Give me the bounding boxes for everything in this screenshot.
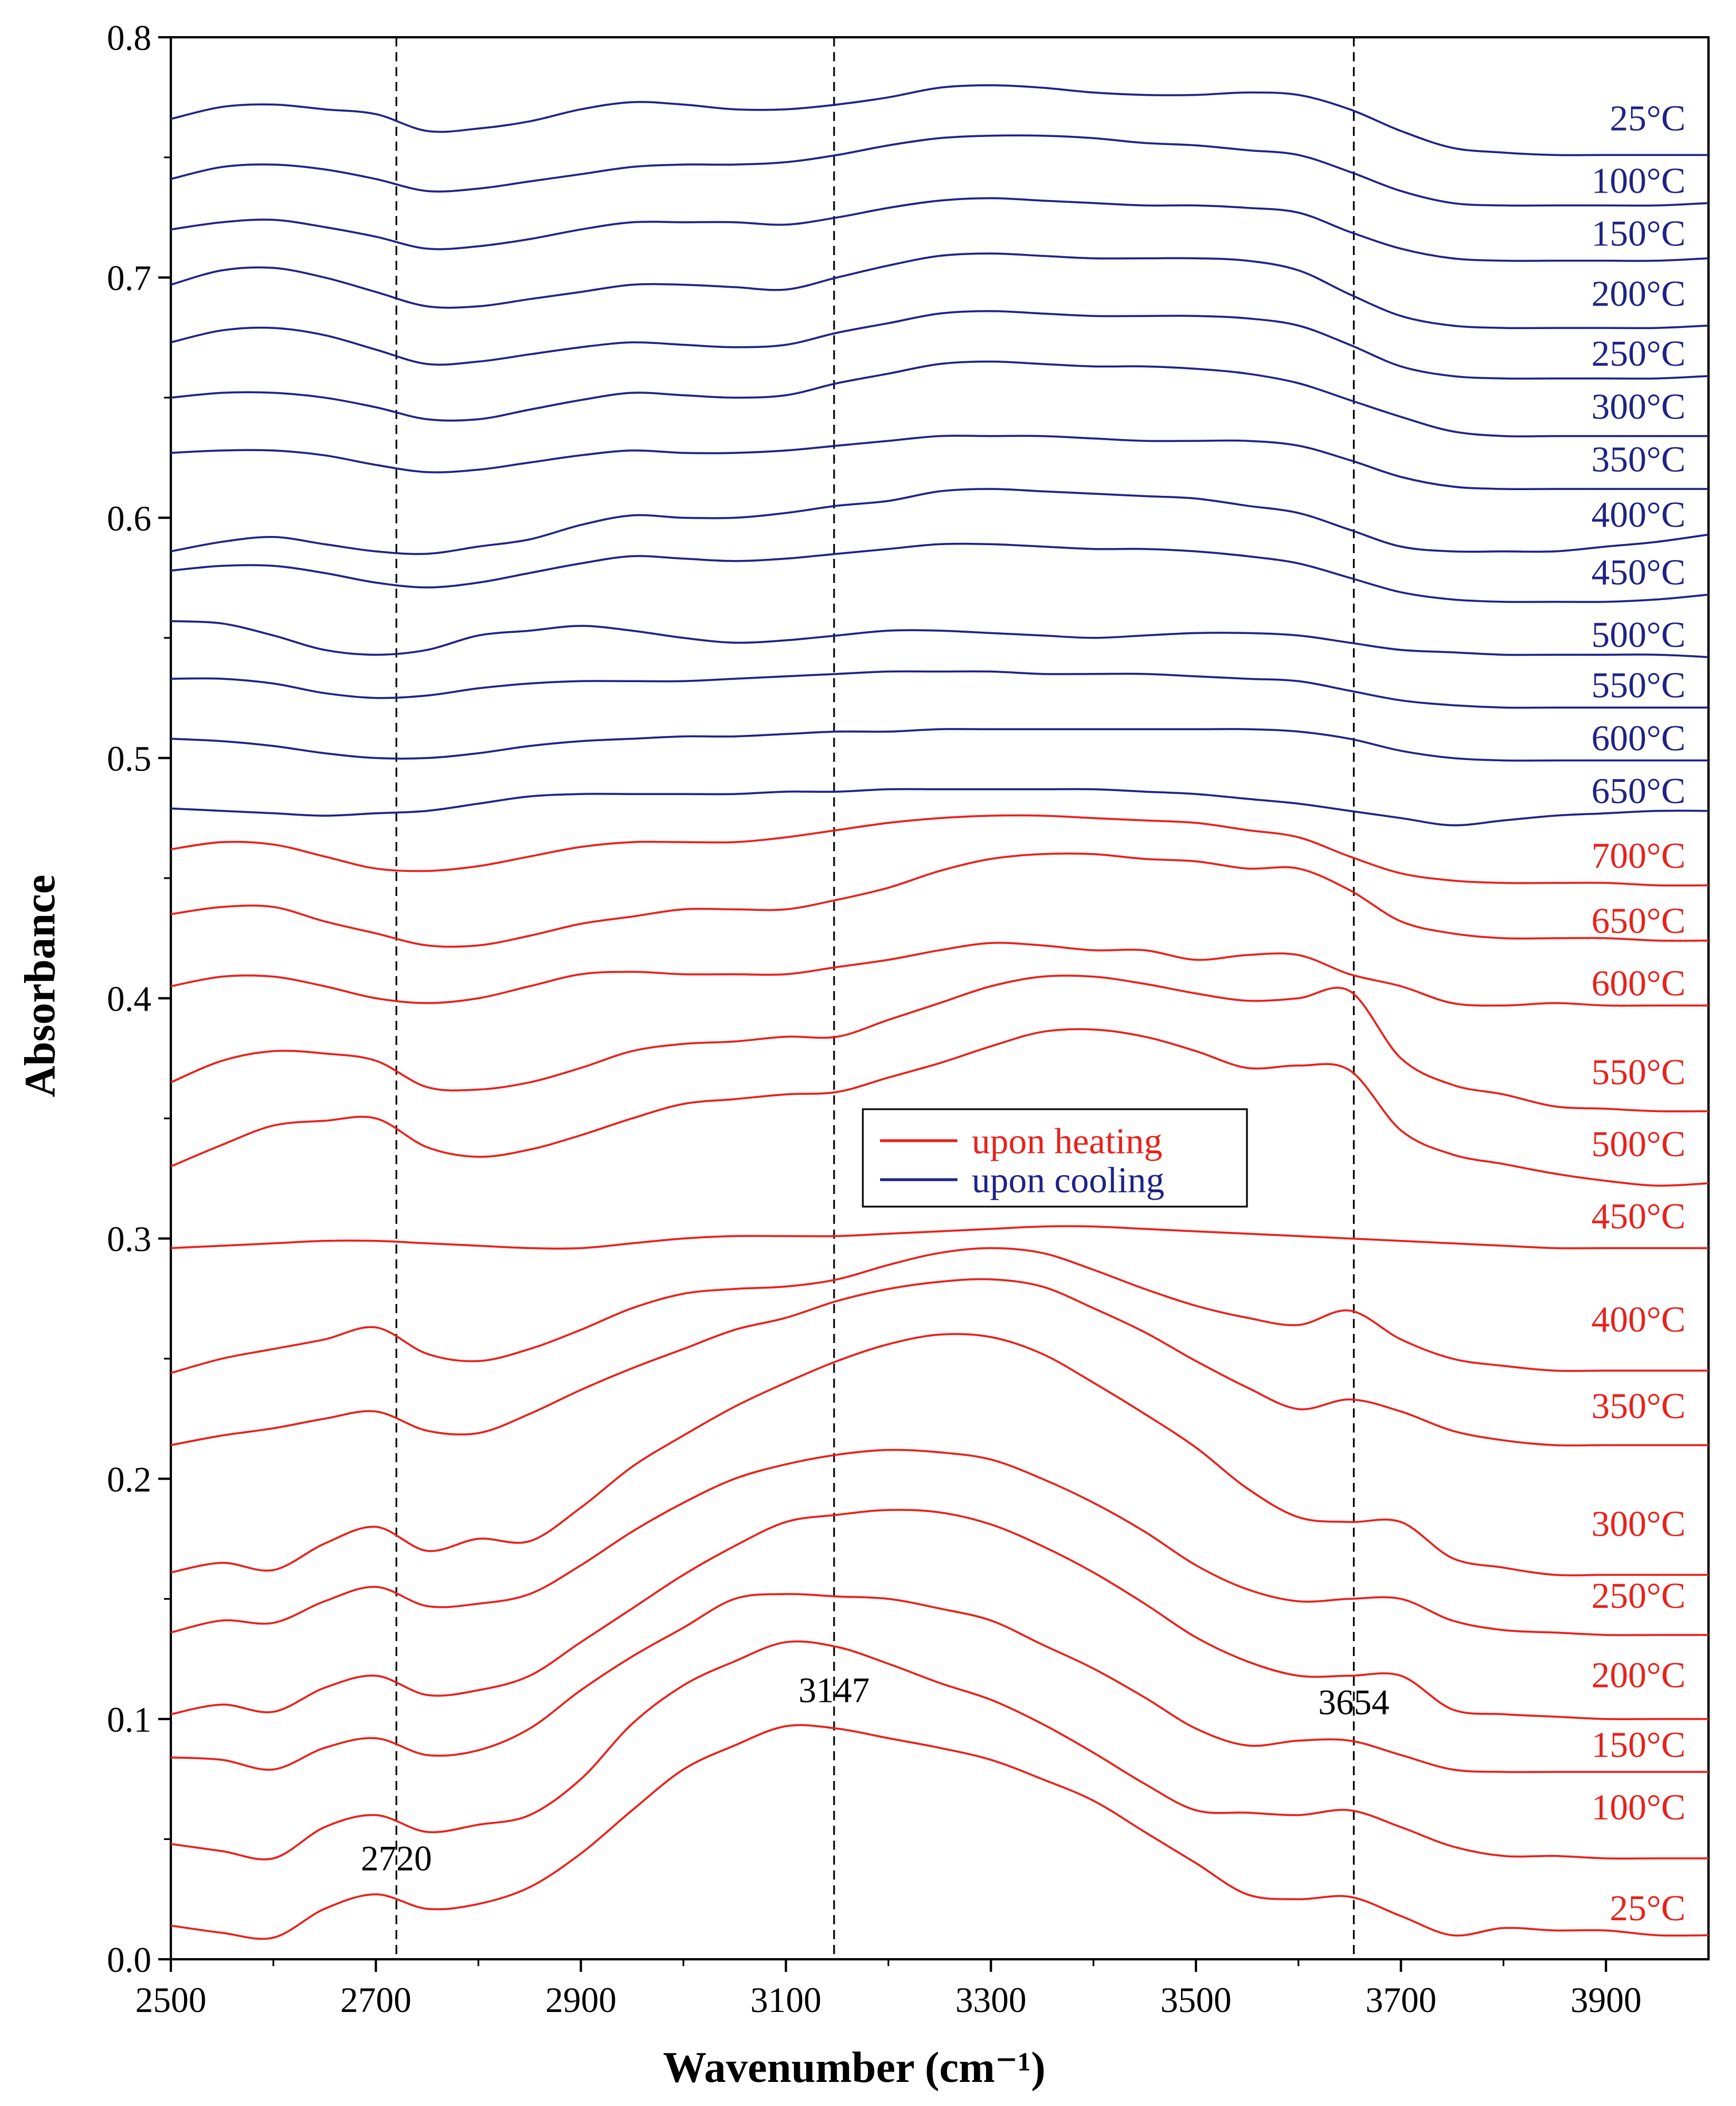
series-label-heating-25: 25°C [1610, 1888, 1686, 1928]
series-line-cooling-300 [170, 361, 1708, 438]
series-line-heating-600 [170, 942, 1708, 1007]
series-label-cooling-100: 100°C [1592, 160, 1686, 201]
series-line-cooling-550 [170, 670, 1708, 709]
y-tick-label: 0.1 [107, 1701, 152, 1740]
x-tick-label: 3100 [750, 1981, 822, 2020]
y-axis-title: Absorbance [16, 875, 64, 1097]
series-line-cooling-500 [170, 620, 1709, 659]
x-tick-label: 2900 [545, 1981, 616, 2020]
series-label-heating-350: 350°C [1592, 1385, 1686, 1426]
x-tick-label: 3700 [1366, 1981, 1437, 2020]
series-label-cooling-600: 600°C [1592, 718, 1686, 758]
x-axis: 2500 2700 2900 3100 3300 3500 3700 3900 [135, 1959, 1641, 2020]
plot-frame [170, 36, 1710, 1960]
y-tick-label: 0.7 [107, 259, 152, 298]
series-label-cooling-25: 25°C [1610, 98, 1686, 139]
x-tick-label: 3300 [955, 1981, 1026, 2020]
series-label-cooling-500: 500°C [1592, 614, 1686, 655]
series-line-cooling-100 [170, 134, 1709, 207]
x-axis-title: Wavenumber (cm⁻¹) [663, 2044, 1045, 2092]
series-label-cooling-650: 650°C [1592, 770, 1686, 811]
series-line-heating-150 [170, 1593, 1708, 1774]
series-line-cooling-450 [170, 542, 1709, 603]
series-label-heating-300: 300°C [1592, 1503, 1686, 1544]
y-tick-label: 0.3 [107, 1220, 152, 1259]
series-label-heating-650: 650°C [1592, 900, 1686, 941]
reference-line-label: 3147 [799, 1672, 870, 1710]
series-labels: 25°C 100°C 150°C 200°C 250°C 300°C 350°C 400°C 4… [1592, 98, 1686, 1928]
series-label-heating-400: 400°C [1592, 1299, 1686, 1340]
series-label-heating-200: 200°C [1592, 1654, 1686, 1695]
series-line-heating-25 [170, 1724, 1709, 1940]
series-line-cooling-650 [170, 788, 1709, 827]
series-label-heating-250: 250°C [1592, 1575, 1686, 1616]
series-label-heating-100: 100°C [1592, 1787, 1686, 1827]
reference-lines: 2720 3147 3654 [361, 37, 1389, 1959]
series-line-cooling-150 [170, 197, 1709, 262]
series-label-heating-150: 150°C [1592, 1724, 1686, 1765]
series-line-heating-350 [170, 1278, 1708, 1447]
x-tick-label: 2700 [341, 1981, 412, 2020]
series-label-cooling-300: 300°C [1592, 386, 1686, 426]
series-label-heating-500: 500°C [1592, 1124, 1686, 1164]
series-line-heating-400 [170, 1247, 1708, 1374]
legend-label-heating: upon heating [972, 1121, 1162, 1161]
series-group [170, 84, 1709, 1940]
series-label-cooling-150: 150°C [1592, 213, 1686, 254]
legend-box [862, 1108, 1248, 1208]
series-line-heating-500 [170, 1028, 1709, 1187]
series-line-cooling-600 [170, 728, 1708, 762]
series-label-heating-600: 600°C [1592, 962, 1686, 1003]
reference-line-label: 2720 [361, 1839, 432, 1878]
x-tick-label: 3900 [1570, 1981, 1641, 2020]
x-tick-label: 2500 [135, 1981, 206, 2020]
plot-area-border [170, 36, 1710, 1960]
series-label-cooling-550: 550°C [1592, 665, 1686, 706]
series-label-cooling-400: 400°C [1592, 494, 1686, 535]
y-tick-label: 0.0 [107, 1941, 152, 1980]
y-tick-label: 0.2 [107, 1461, 152, 1500]
x-tick-label: 3500 [1160, 1981, 1231, 2020]
series-label-heating-450: 450°C [1592, 1196, 1686, 1236]
series-label-cooling-200: 200°C [1592, 273, 1686, 314]
y-tick-label: 0.4 [107, 980, 152, 1019]
series-line-heating-700 [170, 814, 1709, 887]
series-label-cooling-250: 250°C [1592, 333, 1686, 374]
series-label-cooling-350: 350°C [1592, 439, 1686, 480]
series-label-heating-700: 700°C [1592, 835, 1686, 876]
series-line-cooling-250 [170, 310, 1709, 380]
series-label-cooling-450: 450°C [1592, 552, 1686, 593]
y-tick-label: 0.5 [107, 739, 152, 778]
series-line-heating-650 [170, 852, 1709, 948]
legend: upon heating upon cooling [862, 1108, 1248, 1208]
series-line-heating-300 [170, 1333, 1708, 1577]
series-line-cooling-25 [170, 84, 1708, 156]
y-tick-label: 0.8 [107, 19, 152, 58]
series-line-cooling-200 [170, 252, 1709, 330]
series-line-cooling-400 [170, 488, 1709, 555]
y-axis: 0.0 0.1 0.2 0.3 0.4 0.5 0.6 0.7 0.8 [107, 19, 171, 1980]
y-tick-label: 0.6 [107, 499, 152, 538]
legend-label-cooling: upon cooling [972, 1160, 1164, 1200]
series-line-heating-550 [170, 974, 1709, 1113]
series-label-heating-550: 550°C [1592, 1051, 1686, 1092]
series-line-cooling-350 [170, 434, 1708, 491]
series-line-heating-250 [170, 1449, 1708, 1637]
series-line-heating-200 [170, 1509, 1708, 1720]
series-line-heating-450 [170, 1225, 1708, 1250]
reference-line-label: 3654 [1318, 1683, 1389, 1722]
series-line-heating-100 [170, 1640, 1708, 1861]
